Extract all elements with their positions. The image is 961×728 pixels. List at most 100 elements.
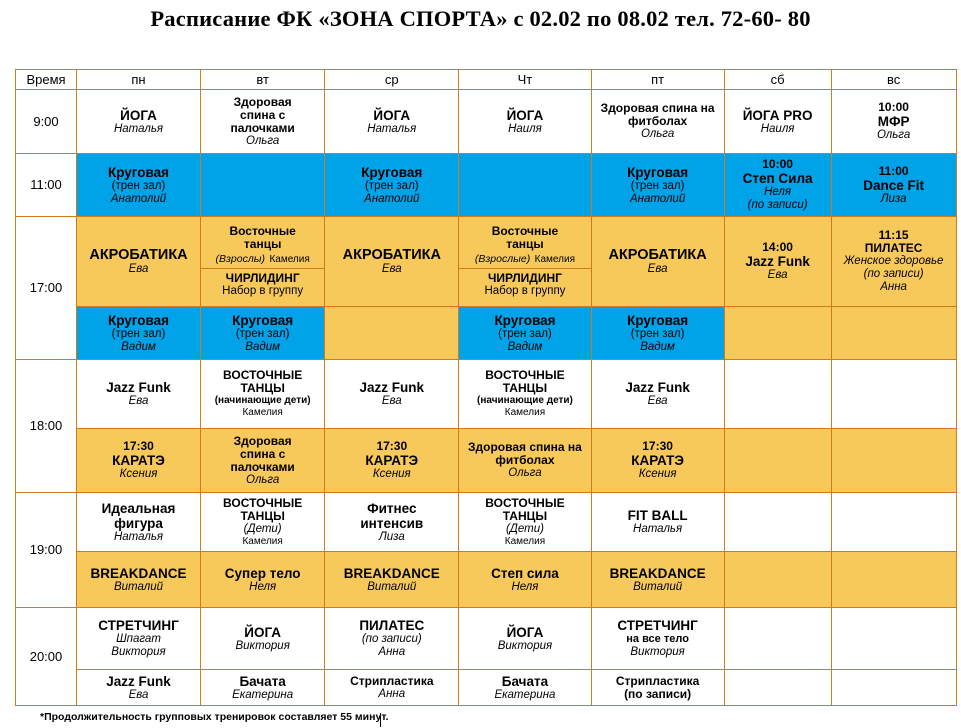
class-name: ЙОГА PRO bbox=[742, 107, 813, 123]
class-cell: ВОСТОЧНЫЕ ТАНЦЫ (начинающие дети) Камелия bbox=[199, 359, 326, 429]
coach-name: Вадим bbox=[121, 340, 156, 353]
coach-name: Анна bbox=[378, 646, 406, 658]
class-sub: (трен зал) bbox=[111, 327, 166, 340]
coach-name: Анна bbox=[378, 687, 406, 700]
row-1800-b: 17:30 КАРАТЭ Ксения Здоровая спина с палоч… bbox=[16, 428, 957, 493]
class-cell: Степ сила Неля bbox=[458, 551, 592, 608]
empty-cell bbox=[324, 306, 460, 360]
empty-cell bbox=[458, 153, 592, 217]
class-sub: (трен зал) bbox=[630, 327, 685, 340]
coach-name: Вадим bbox=[245, 340, 280, 353]
class-sub: (Дети) bbox=[505, 522, 544, 535]
class-cell: Круговая (трен зал) Вадим bbox=[458, 306, 592, 360]
class-cell: СТРЕТЧИНГ на все тело Виктория bbox=[590, 607, 725, 670]
empty-cell bbox=[723, 428, 832, 493]
class-sub: (трен зал) bbox=[235, 327, 290, 340]
class-sub: (начинающие дети) bbox=[477, 395, 573, 406]
class-sub: на все тело bbox=[626, 633, 689, 645]
class-cell: BREAKDANCE Виталий bbox=[590, 551, 725, 608]
coach-name: Ева bbox=[128, 263, 149, 275]
class-name: Супер тело bbox=[224, 565, 301, 581]
class-cell: Здоровая спина на фитболах Ольга bbox=[458, 428, 592, 493]
class-cell: Здоровая спина с палочками Ольга bbox=[199, 89, 326, 154]
class-cell: АКРОБАТИКА Ева bbox=[324, 216, 460, 307]
empty-cell bbox=[830, 607, 957, 670]
class-name: BREAKDANCE bbox=[90, 565, 187, 581]
class-cell: Круговая (трен зал) Анатолий bbox=[324, 153, 460, 217]
class-cell: АКРОБАТИКА Ева bbox=[590, 216, 725, 307]
class-name: Бачата bbox=[501, 673, 549, 689]
class-sub: (по записи) bbox=[863, 268, 924, 280]
coach-name: Ольга bbox=[640, 128, 675, 140]
header-sat: сб bbox=[723, 69, 832, 90]
class-name: ЧИРЛИДИНГ bbox=[225, 271, 300, 285]
class-cell: Здоровая спина с палочками Ольга bbox=[199, 428, 326, 493]
row-1900-a: 19:00 Идеальная фигура Наталья ВОСТОЧНЫЕ … bbox=[15, 492, 957, 608]
class-name: ЙОГА bbox=[244, 624, 282, 640]
coach-name: Наиля bbox=[508, 122, 542, 135]
header-mon: пн bbox=[76, 69, 201, 90]
class-sub: (по записи) bbox=[624, 686, 692, 701]
class-cell: Круговая (трен зал) Вадим bbox=[199, 306, 326, 360]
class-name: Здоровая спина с палочками bbox=[230, 94, 295, 135]
empty-cell bbox=[830, 428, 957, 493]
header-tue: вт bbox=[199, 69, 326, 90]
coach-name: Камелия bbox=[242, 535, 283, 547]
class-cell: Восточные танцы (Взрослы) Камелия ЧИРЛИД… bbox=[199, 216, 326, 307]
class-time: 17:30 bbox=[123, 439, 154, 453]
class-time: 14:00 bbox=[762, 240, 793, 254]
coach-name: Екатерина bbox=[232, 688, 294, 701]
class-cell: Jazz Funk Ева bbox=[590, 359, 725, 429]
coach-name: Камелия bbox=[242, 407, 283, 418]
coach-name: Ольга bbox=[876, 129, 911, 141]
header-sun: вс bbox=[830, 69, 957, 90]
empty-cell bbox=[830, 551, 957, 608]
class-sub: (Дети) bbox=[243, 522, 282, 535]
class-name: КАРАТЭ bbox=[112, 453, 165, 468]
coach-name: Неля bbox=[511, 580, 539, 593]
empty-cell bbox=[830, 359, 957, 429]
class-cell: СТРЕТЧИНГ Шпагат Виктория bbox=[76, 607, 201, 670]
row-2000-a: 20:00 СТРЕТЧИНГ Шпагат Виктория ЙОГА Виктор… bbox=[15, 607, 957, 706]
class-cell: 10:00 Степ Сила Неля (по записи) bbox=[723, 153, 832, 217]
empty-cell bbox=[830, 306, 957, 360]
class-cell: ЙОГА Виктория bbox=[458, 607, 592, 670]
class-name: Jazz Funk bbox=[625, 380, 690, 395]
coach-name: Екатерина bbox=[494, 688, 556, 701]
class-name: FIT BALL bbox=[627, 508, 688, 523]
class-cell: Круговая (трен зал) Вадим bbox=[590, 306, 725, 360]
coach-name: Ольга bbox=[246, 473, 280, 486]
class-sub: Набор в группу bbox=[484, 285, 566, 297]
class-cell: Идеальная фигура Наталья bbox=[76, 492, 201, 552]
class-name: СТРЕТЧИНГ bbox=[617, 618, 698, 633]
coach-name: Наиля bbox=[760, 122, 795, 135]
class-cell: 14:00 Jazz Funk Ева bbox=[723, 216, 832, 307]
coach-name: Ольга bbox=[246, 134, 280, 147]
header-row: Время пн вт ср Чт пт сб вс bbox=[15, 69, 957, 90]
class-cell: Круговая (трен зал) Анатолий bbox=[76, 153, 201, 217]
coach-name: Анатолий bbox=[110, 192, 167, 205]
class-cell: Стрипластика (по записи) bbox=[590, 669, 725, 706]
coach-name: Неля bbox=[764, 186, 792, 198]
class-cell: Супер тело Неля bbox=[199, 551, 326, 608]
class-name: АКРОБАТИКА bbox=[342, 247, 441, 263]
class-time: 11:15 bbox=[878, 228, 909, 242]
coach-name: Неля bbox=[249, 580, 277, 593]
class-name: Jazz Funk bbox=[106, 380, 171, 395]
class-sub: (по записи) bbox=[361, 633, 422, 645]
class-sub: (Взрослые) bbox=[474, 253, 531, 265]
row-1700-b: Круговая (трен зал) Вадим Круговая (трен за… bbox=[16, 306, 957, 360]
class-name: Идеальная фигура bbox=[101, 500, 176, 531]
class-name: Степ сила bbox=[491, 565, 559, 581]
class-cell: ЙОГА Виктория bbox=[199, 607, 326, 670]
coach-name: Ева bbox=[767, 269, 788, 281]
class-name: Здоровая спина на фитболах bbox=[468, 440, 582, 467]
class-name: BREAKDANCE bbox=[609, 565, 706, 581]
class-name: АКРОБАТИКА bbox=[608, 247, 707, 263]
class-sub: (Взрослы) bbox=[215, 253, 265, 265]
coach-name: Анатолий bbox=[629, 192, 686, 205]
coach-name: Вадим bbox=[507, 340, 543, 353]
class-time: 17:30 bbox=[642, 439, 673, 453]
row-1700-a: 17:00 АКРОБАТИКА Ева Восточные танцы (Взр… bbox=[15, 216, 957, 360]
row-1800-a: 18:00 Jazz Funk Ева ВОСТОЧНЫЕ ТАНЦЫ (начин… bbox=[15, 359, 957, 493]
